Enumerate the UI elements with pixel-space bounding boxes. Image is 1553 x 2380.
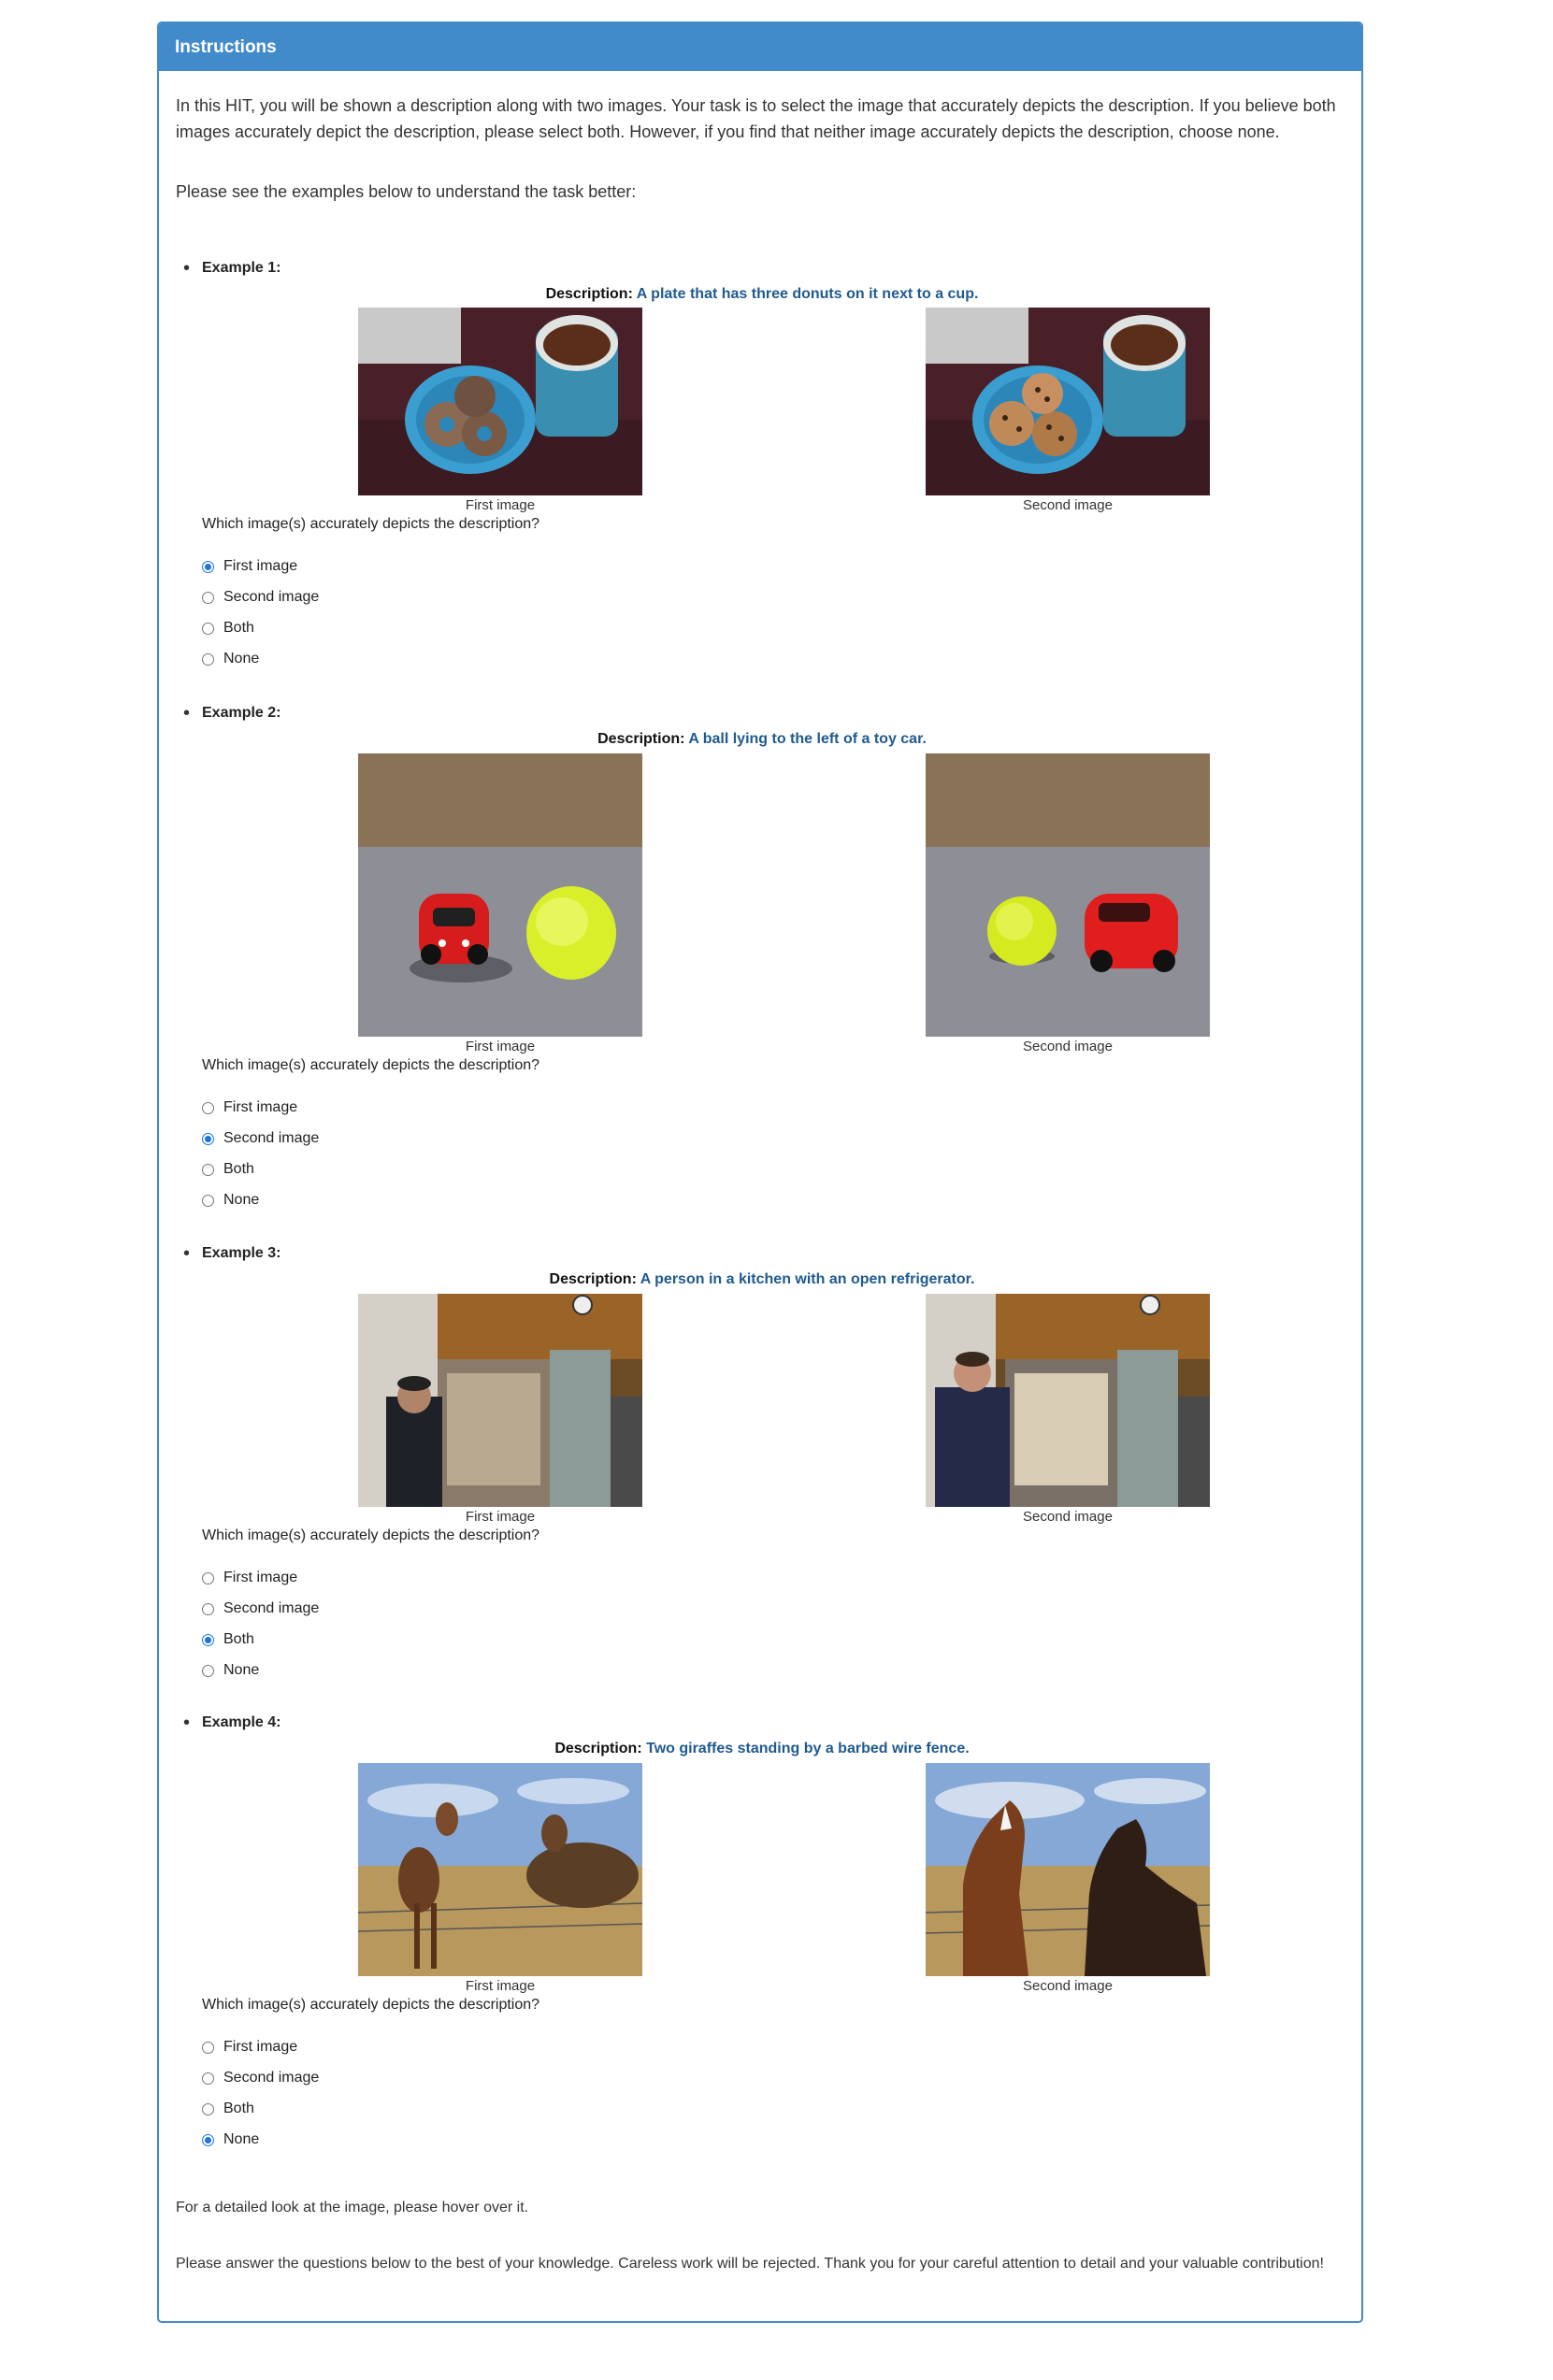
question-text: Which image(s) accurately depicts the de… xyxy=(202,516,540,532)
radio[interactable] xyxy=(202,1571,214,1584)
example-description: Description: A plate that has three donu… xyxy=(176,286,1348,303)
panel-body: In this HIT, you will be shown a descrip… xyxy=(159,71,1361,205)
option-label: None xyxy=(223,1192,260,1208)
option-label: Second image xyxy=(223,1130,320,1146)
bullet-icon: • xyxy=(183,703,191,724)
radio[interactable] xyxy=(202,1194,214,1207)
first-image-caption: First image xyxy=(465,1039,536,1054)
example-title: Example 4: xyxy=(202,1714,281,1730)
description-label: Description: xyxy=(545,286,633,302)
radio-checked[interactable] xyxy=(202,1633,214,1646)
description-text: Two giraffes standing by a barbed wire f… xyxy=(646,1741,970,1756)
option-first-image[interactable]: First image xyxy=(202,553,297,580)
panel-heading: Instructions xyxy=(159,23,1361,71)
second-image[interactable] xyxy=(926,1763,1210,1976)
option-first-image[interactable]: First image xyxy=(202,1565,297,1591)
second-image[interactable] xyxy=(926,308,1210,495)
option-first-image[interactable]: First image xyxy=(202,1095,297,1121)
first-image[interactable] xyxy=(358,753,642,1037)
example-description: Description: Two giraffes standing by a … xyxy=(176,1741,1348,1757)
bullet-icon: • xyxy=(183,258,191,279)
first-image[interactable] xyxy=(358,1294,642,1507)
option-label: Both xyxy=(223,2100,254,2116)
radio-checked[interactable] xyxy=(202,1132,214,1145)
example-title: Example 1: xyxy=(202,260,281,276)
example-title: Example 3: xyxy=(202,1245,281,1261)
description-text: A person in a kitchen with an open refri… xyxy=(640,1271,975,1287)
option-label: First image xyxy=(223,2039,298,2055)
option-second-image[interactable]: Second image xyxy=(202,584,319,610)
option-second-image[interactable]: Second image xyxy=(202,1125,319,1152)
option-both[interactable]: Both xyxy=(202,2096,254,2122)
intro-text: In this HIT, you will be shown a descrip… xyxy=(176,96,1336,141)
example-title: Example 2: xyxy=(202,705,281,721)
option-both[interactable]: Both xyxy=(202,1627,254,1653)
example-description: Description: A person in a kitchen with … xyxy=(176,1271,1348,1288)
option-label: First image xyxy=(223,1570,298,1585)
second-image-caption: Second image xyxy=(1023,1039,1113,1054)
second-image[interactable] xyxy=(926,1294,1210,1507)
first-image-caption: First image xyxy=(465,497,536,513)
examples-prompt: Please see the examples below to underst… xyxy=(176,182,637,201)
radio[interactable] xyxy=(202,622,214,635)
option-label: None xyxy=(223,1662,260,1678)
radio[interactable] xyxy=(202,1163,214,1176)
option-both[interactable]: Both xyxy=(202,1156,254,1183)
second-image-caption: Second image xyxy=(1023,497,1113,513)
option-label: Both xyxy=(223,620,254,636)
radio[interactable] xyxy=(202,1664,214,1677)
option-label: Second image xyxy=(223,589,320,605)
option-none[interactable]: None xyxy=(202,2127,259,2153)
option-none[interactable]: None xyxy=(202,1187,259,1213)
option-both[interactable]: Both xyxy=(202,615,254,641)
first-image-caption: First image xyxy=(465,1978,536,1994)
option-label: First image xyxy=(223,558,298,574)
radio-checked[interactable] xyxy=(202,2133,214,2146)
hover-note: For a detailed look at the image, please… xyxy=(176,2200,529,2215)
option-label: Both xyxy=(223,1161,254,1177)
description-text: A ball lying to the left of a toy car. xyxy=(688,731,927,747)
instructions-panel: Instructions In this HIT, you will be sh… xyxy=(157,22,1363,2323)
closing-text: Please answer the questions below to the… xyxy=(176,2256,1324,2272)
option-second-image[interactable]: Second image xyxy=(202,2065,319,2091)
question-text: Which image(s) accurately depicts the de… xyxy=(202,1527,540,1543)
radio[interactable] xyxy=(202,591,214,604)
question-text: Which image(s) accurately depicts the de… xyxy=(202,1057,540,1073)
bullet-icon: • xyxy=(183,1713,191,1733)
option-first-image[interactable]: First image xyxy=(202,2034,297,2060)
question-text: Which image(s) accurately depicts the de… xyxy=(202,1997,540,2013)
first-image[interactable] xyxy=(358,1763,642,1976)
second-image-caption: Second image xyxy=(1023,1978,1113,1994)
second-image-caption: Second image xyxy=(1023,1509,1113,1525)
radio[interactable] xyxy=(202,2102,214,2115)
option-label: Second image xyxy=(223,1600,320,1616)
radio[interactable] xyxy=(202,1101,214,1114)
option-label: None xyxy=(223,651,260,667)
description-label: Description: xyxy=(554,1741,642,1756)
option-label: First image xyxy=(223,1099,298,1115)
option-label: Second image xyxy=(223,2070,320,2086)
option-none[interactable]: None xyxy=(202,646,259,672)
description-label: Description: xyxy=(549,1271,637,1287)
radio-checked[interactable] xyxy=(202,560,214,573)
option-none[interactable]: None xyxy=(202,1657,259,1684)
description-text: A plate that has three donuts on it next… xyxy=(636,286,979,302)
radio[interactable] xyxy=(202,1602,214,1615)
example-description: Description: A ball lying to the left of… xyxy=(176,731,1348,748)
bullet-icon: • xyxy=(183,1243,191,1264)
second-image[interactable] xyxy=(926,753,1210,1037)
radio[interactable] xyxy=(202,2041,214,2054)
option-label: None xyxy=(223,2131,260,2147)
first-image-caption: First image xyxy=(465,1509,536,1525)
description-label: Description: xyxy=(597,731,685,747)
option-label: Both xyxy=(223,1631,254,1647)
first-image[interactable] xyxy=(358,308,642,495)
radio[interactable] xyxy=(202,2072,214,2085)
option-second-image[interactable]: Second image xyxy=(202,1596,319,1622)
radio[interactable] xyxy=(202,652,214,666)
